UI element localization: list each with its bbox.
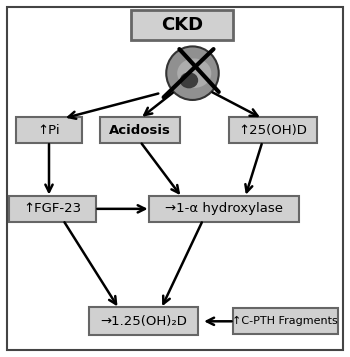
FancyBboxPatch shape bbox=[100, 117, 180, 143]
Ellipse shape bbox=[166, 46, 219, 100]
Ellipse shape bbox=[177, 59, 211, 88]
Text: ↑25(OH)D: ↑25(OH)D bbox=[239, 124, 307, 137]
Text: ↑Pi: ↑Pi bbox=[38, 124, 60, 137]
Text: →1.25(OH)₂D: →1.25(OH)₂D bbox=[100, 315, 187, 328]
FancyBboxPatch shape bbox=[16, 117, 82, 143]
FancyBboxPatch shape bbox=[131, 10, 233, 40]
Text: ↑C-PTH Fragments: ↑C-PTH Fragments bbox=[232, 316, 338, 326]
Text: Acidosis: Acidosis bbox=[109, 124, 171, 137]
Ellipse shape bbox=[180, 72, 198, 88]
FancyBboxPatch shape bbox=[7, 7, 343, 350]
Text: →1-α hydroxylase: →1-α hydroxylase bbox=[165, 202, 283, 215]
Text: CKD: CKD bbox=[161, 16, 203, 34]
FancyBboxPatch shape bbox=[9, 196, 96, 222]
FancyBboxPatch shape bbox=[229, 117, 317, 143]
Text: ↑FGF-23: ↑FGF-23 bbox=[23, 202, 82, 215]
FancyBboxPatch shape bbox=[89, 307, 198, 335]
FancyBboxPatch shape bbox=[233, 308, 338, 334]
FancyBboxPatch shape bbox=[149, 196, 299, 222]
